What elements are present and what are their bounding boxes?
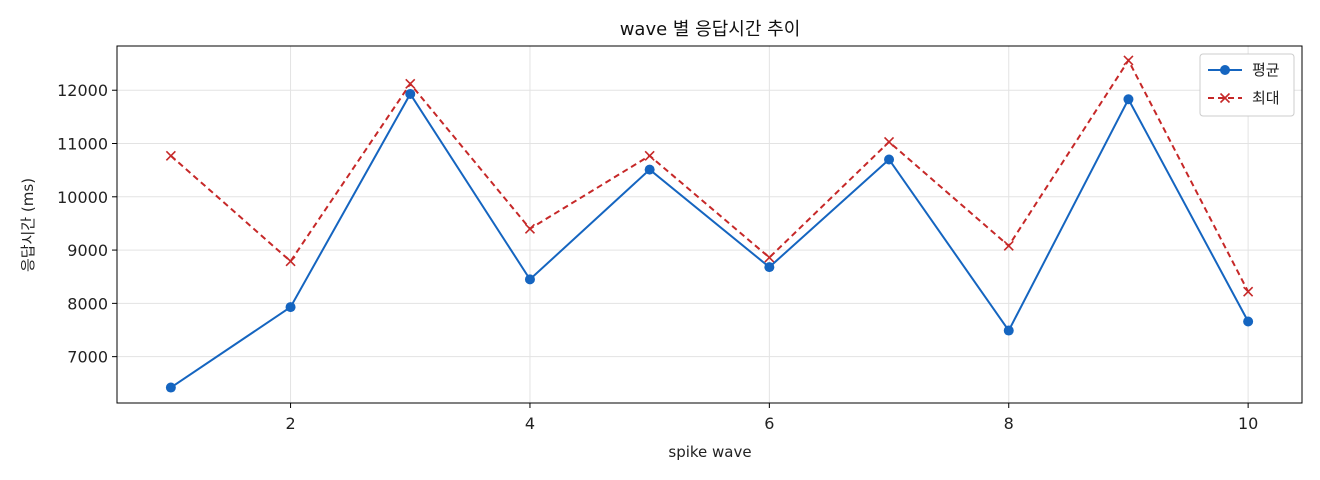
data-point [1243, 286, 1254, 297]
x-tick-label: 4 [525, 414, 535, 433]
x-tick-label: 6 [764, 414, 774, 433]
legend-label: 최대 [1252, 89, 1280, 107]
data-point [405, 88, 416, 99]
data-point [165, 382, 176, 393]
marker-x-stroke [285, 256, 296, 267]
marker-x-stroke [764, 252, 775, 263]
data-point [1003, 325, 1014, 336]
marker-x-stroke [1003, 240, 1014, 251]
data-point [1243, 316, 1254, 327]
legend-marker [1220, 65, 1230, 75]
data-point [165, 150, 176, 161]
legend-marker [1219, 92, 1231, 104]
data-point [764, 262, 775, 273]
legend-label: 평균 [1252, 61, 1280, 79]
marker-x-stroke [405, 78, 416, 89]
data-point [883, 136, 895, 147]
marker-x-stroke [1123, 55, 1134, 66]
data-point [524, 274, 535, 285]
y-tick-label: 8000 [67, 294, 108, 313]
x-tick-label: 8 [1004, 414, 1014, 433]
chart-title: wave 별 응답시간 추이 [620, 19, 801, 40]
data-point [1123, 55, 1134, 66]
data-point [1123, 94, 1134, 105]
marker-x-stroke [644, 150, 655, 161]
x-axis-title: spike wave [668, 443, 751, 461]
axis-ticks: 2 4 6 8 10 7000 8000 9000 10000 11000 12000 [57, 81, 1258, 433]
x-tick-label: 2 [285, 414, 295, 433]
series-line [170, 58, 1250, 293]
y-tick-label: 9000 [67, 241, 108, 260]
x-tick-label: 10 [1238, 414, 1258, 433]
data-point [764, 252, 775, 263]
marker-x-stroke [524, 223, 536, 234]
data-point [405, 78, 416, 89]
data-point [285, 302, 296, 313]
series-line [170, 92, 1250, 389]
y-tick-label: 10000 [57, 188, 108, 207]
y-tick-label: 12000 [57, 81, 108, 100]
series-1 [165, 88, 1254, 393]
data-point [1003, 240, 1014, 251]
plot-frame [116, 45, 1303, 404]
data-point [285, 256, 296, 267]
marker-x-stroke [1243, 286, 1254, 297]
y-tick-label: 7000 [67, 348, 108, 367]
data-point [644, 150, 655, 161]
data-point [884, 154, 895, 165]
data-point [524, 223, 536, 234]
marker-x-stroke [165, 150, 176, 161]
data-point [644, 164, 655, 175]
series-2 [165, 55, 1254, 297]
marker-x-stroke [1219, 92, 1231, 104]
y-tick-label: 11000 [57, 135, 108, 154]
y-axis-title: 응답시간 (ms) [19, 178, 37, 272]
marker-x-stroke [883, 136, 895, 147]
legend-box [1199, 53, 1295, 117]
series-layer [165, 55, 1254, 393]
